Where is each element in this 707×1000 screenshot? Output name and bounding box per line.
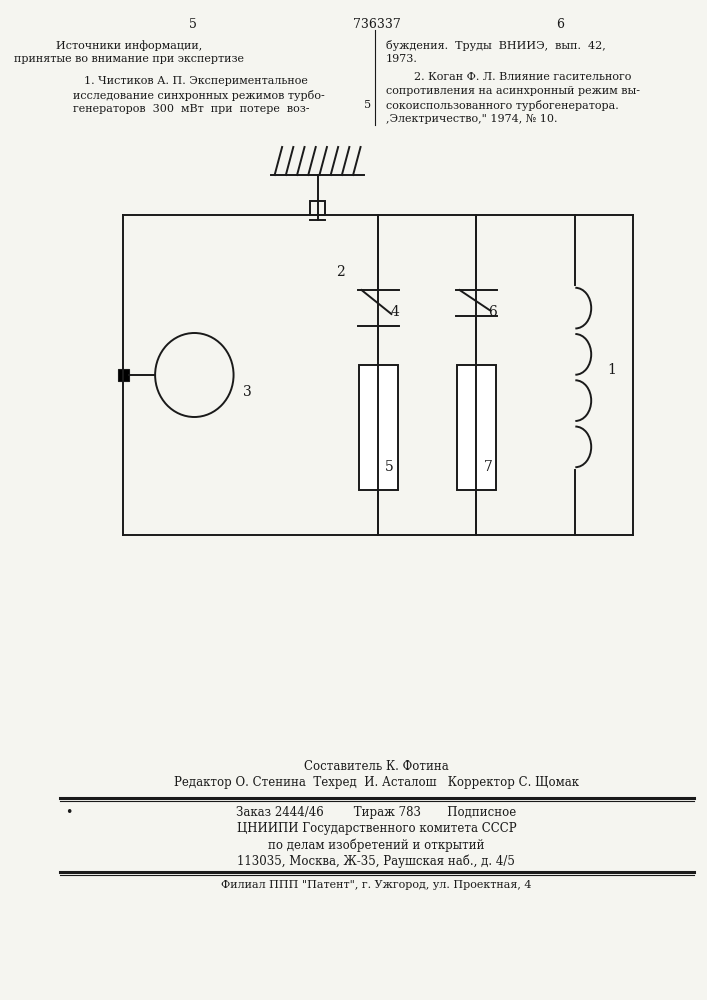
Text: Редактор О. Стенина  Техред  И. Асталош   Корректор С. Щомак: Редактор О. Стенина Техред И. Асталош Ко… <box>174 776 579 789</box>
Text: ЦНИИПИ Государственного комитета СССР: ЦНИИПИ Государственного комитета СССР <box>237 822 516 835</box>
Text: 6: 6 <box>489 305 497 319</box>
Text: 2: 2 <box>337 265 345 279</box>
Text: 3: 3 <box>243 385 252 399</box>
Text: Филиал ППП "Патент", г. Ужгород, ул. Проектная, 4: Филиал ППП "Патент", г. Ужгород, ул. Про… <box>221 880 532 890</box>
Text: 736337: 736337 <box>353 18 400 31</box>
Text: 5: 5 <box>364 100 371 110</box>
Bar <box>310 201 325 215</box>
Text: 6: 6 <box>556 18 564 31</box>
Text: Составитель К. Фотина: Составитель К. Фотина <box>304 760 449 773</box>
Text: 1973.: 1973. <box>386 54 418 64</box>
Text: буждения.  Труды  ВНИИЭ,  вып.  42,: буждения. Труды ВНИИЭ, вып. 42, <box>386 40 605 51</box>
Text: 5: 5 <box>189 18 197 31</box>
Text: 1: 1 <box>607 363 616 377</box>
Text: принятые во внимание при экспертизе: принятые во внимание при экспертизе <box>14 54 244 64</box>
Text: 7: 7 <box>484 460 493 474</box>
Bar <box>118 369 129 381</box>
Text: генераторов  300  мВт  при  потере  воз-: генераторов 300 мВт при потере воз- <box>73 104 310 114</box>
Text: исследование синхронных режимов турбо-: исследование синхронных режимов турбо- <box>73 90 325 101</box>
Text: сокоиспользованного турбогенератора.: сокоиспользованного турбогенератора. <box>386 100 619 111</box>
Text: Заказ 2444/46        Тираж 783       Подписное: Заказ 2444/46 Тираж 783 Подписное <box>236 806 517 819</box>
Text: 1. Чистиков А. П. Экспериментальное: 1. Чистиков А. П. Экспериментальное <box>84 76 308 86</box>
Text: сопротивления на асинхронный режим вы-: сопротивления на асинхронный режим вы- <box>386 86 640 96</box>
Bar <box>358 365 398 490</box>
Text: 4: 4 <box>390 305 399 319</box>
Bar <box>457 365 496 490</box>
Text: по делам изобретений и открытий: по делам изобретений и открытий <box>268 838 485 852</box>
Text: 2. Коган Ф. Л. Влияние гасительного: 2. Коган Ф. Л. Влияние гасительного <box>414 72 631 82</box>
Text: Источники информации,: Источники информации, <box>56 40 202 51</box>
Text: 113035, Москва, Ж-35, Раушская наб., д. 4/5: 113035, Москва, Ж-35, Раушская наб., д. … <box>238 854 515 867</box>
Text: ,Электричество," 1974, № 10.: ,Электричество," 1974, № 10. <box>386 114 557 124</box>
Text: •: • <box>66 806 73 819</box>
Text: 5: 5 <box>385 460 394 474</box>
